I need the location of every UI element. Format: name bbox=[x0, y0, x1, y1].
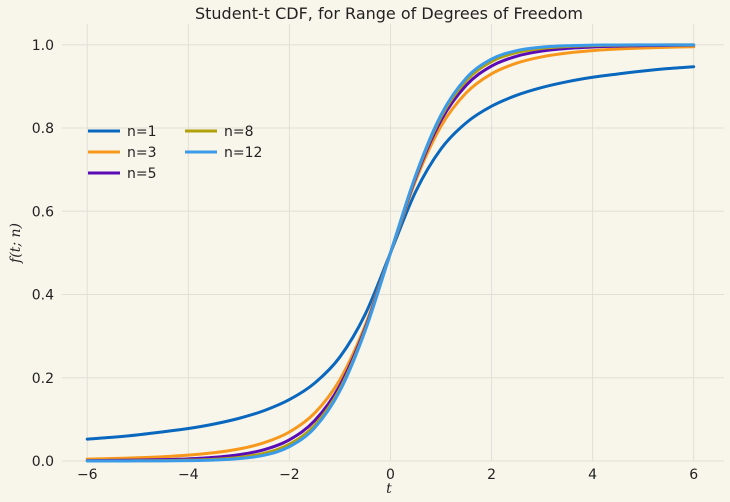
x-tick-label: −4 bbox=[178, 467, 199, 483]
y-tick-label: 0.4 bbox=[32, 288, 54, 304]
legend-item: n=8 bbox=[185, 124, 254, 140]
x-tick-label: −2 bbox=[279, 467, 300, 483]
y-tick-label: 0.0 bbox=[32, 454, 54, 470]
x-axis-label: t bbox=[386, 481, 392, 497]
y-tick-label: 0.8 bbox=[32, 121, 54, 137]
x-tick-labels: −6 −4 −2 0 2 4 6 bbox=[77, 467, 698, 483]
legend-label: n=12 bbox=[224, 145, 262, 161]
series-lines bbox=[85, 43, 696, 463]
y-tick-label: 0.6 bbox=[32, 204, 54, 220]
x-tick-label: −6 bbox=[77, 467, 98, 483]
x-tick-label: 2 bbox=[487, 467, 496, 483]
y-axis-label: f(t; n) bbox=[8, 223, 24, 264]
legend: n=1 n=3 n=5 n=8 n=12 bbox=[88, 124, 262, 182]
x-tick-label: 6 bbox=[689, 467, 698, 483]
legend-label: n=5 bbox=[127, 166, 157, 182]
legend-item: n=12 bbox=[185, 145, 262, 161]
legend-label: n=1 bbox=[127, 124, 157, 140]
x-tick-label: 4 bbox=[588, 467, 597, 483]
legend-label: n=8 bbox=[224, 124, 254, 140]
y-tick-labels: 0.0 0.2 0.4 0.6 0.8 1.0 bbox=[32, 38, 54, 470]
series-line-n12 bbox=[85, 43, 696, 463]
chart-title: Student-t CDF, for Range of Degrees of F… bbox=[195, 4, 583, 23]
y-tick-label: 1.0 bbox=[32, 38, 54, 54]
legend-label: n=3 bbox=[127, 145, 157, 161]
legend-item: n=1 bbox=[88, 124, 157, 140]
legend-item: n=3 bbox=[88, 145, 157, 161]
legend-item: n=5 bbox=[88, 166, 157, 182]
y-tick-label: 0.2 bbox=[32, 371, 54, 387]
x-tick-label: 0 bbox=[386, 467, 395, 483]
